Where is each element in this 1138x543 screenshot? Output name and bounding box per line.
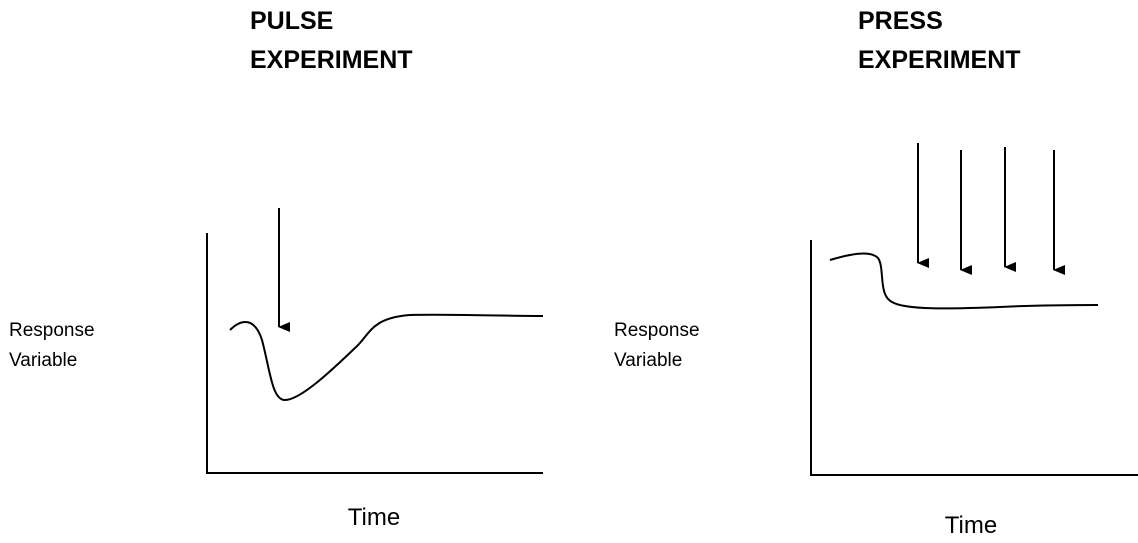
axes <box>810 240 1138 476</box>
panel-title: EXPERIMENT <box>858 46 1021 74</box>
panel-title: EXPERIMENT <box>250 46 413 74</box>
x-axis-label: Time <box>348 504 400 531</box>
pulse-panel: PULSE EXPERIMENT Response Variable Time <box>9 7 544 531</box>
y-axis-label: Response <box>9 320 95 341</box>
y-axis-label: Response <box>614 320 700 341</box>
response-curve <box>829 252 1099 310</box>
panel-title: PULSE <box>250 7 333 35</box>
response-curve <box>229 313 544 402</box>
y-axis-label: Variable <box>614 350 682 371</box>
axes <box>206 233 543 474</box>
press-panel: PRESS EXPERIMENT Response Variable Time <box>614 7 1138 539</box>
panel-title: PRESS <box>858 7 943 35</box>
y-axis-label: Variable <box>9 350 77 371</box>
x-axis-label: Time <box>945 512 997 539</box>
